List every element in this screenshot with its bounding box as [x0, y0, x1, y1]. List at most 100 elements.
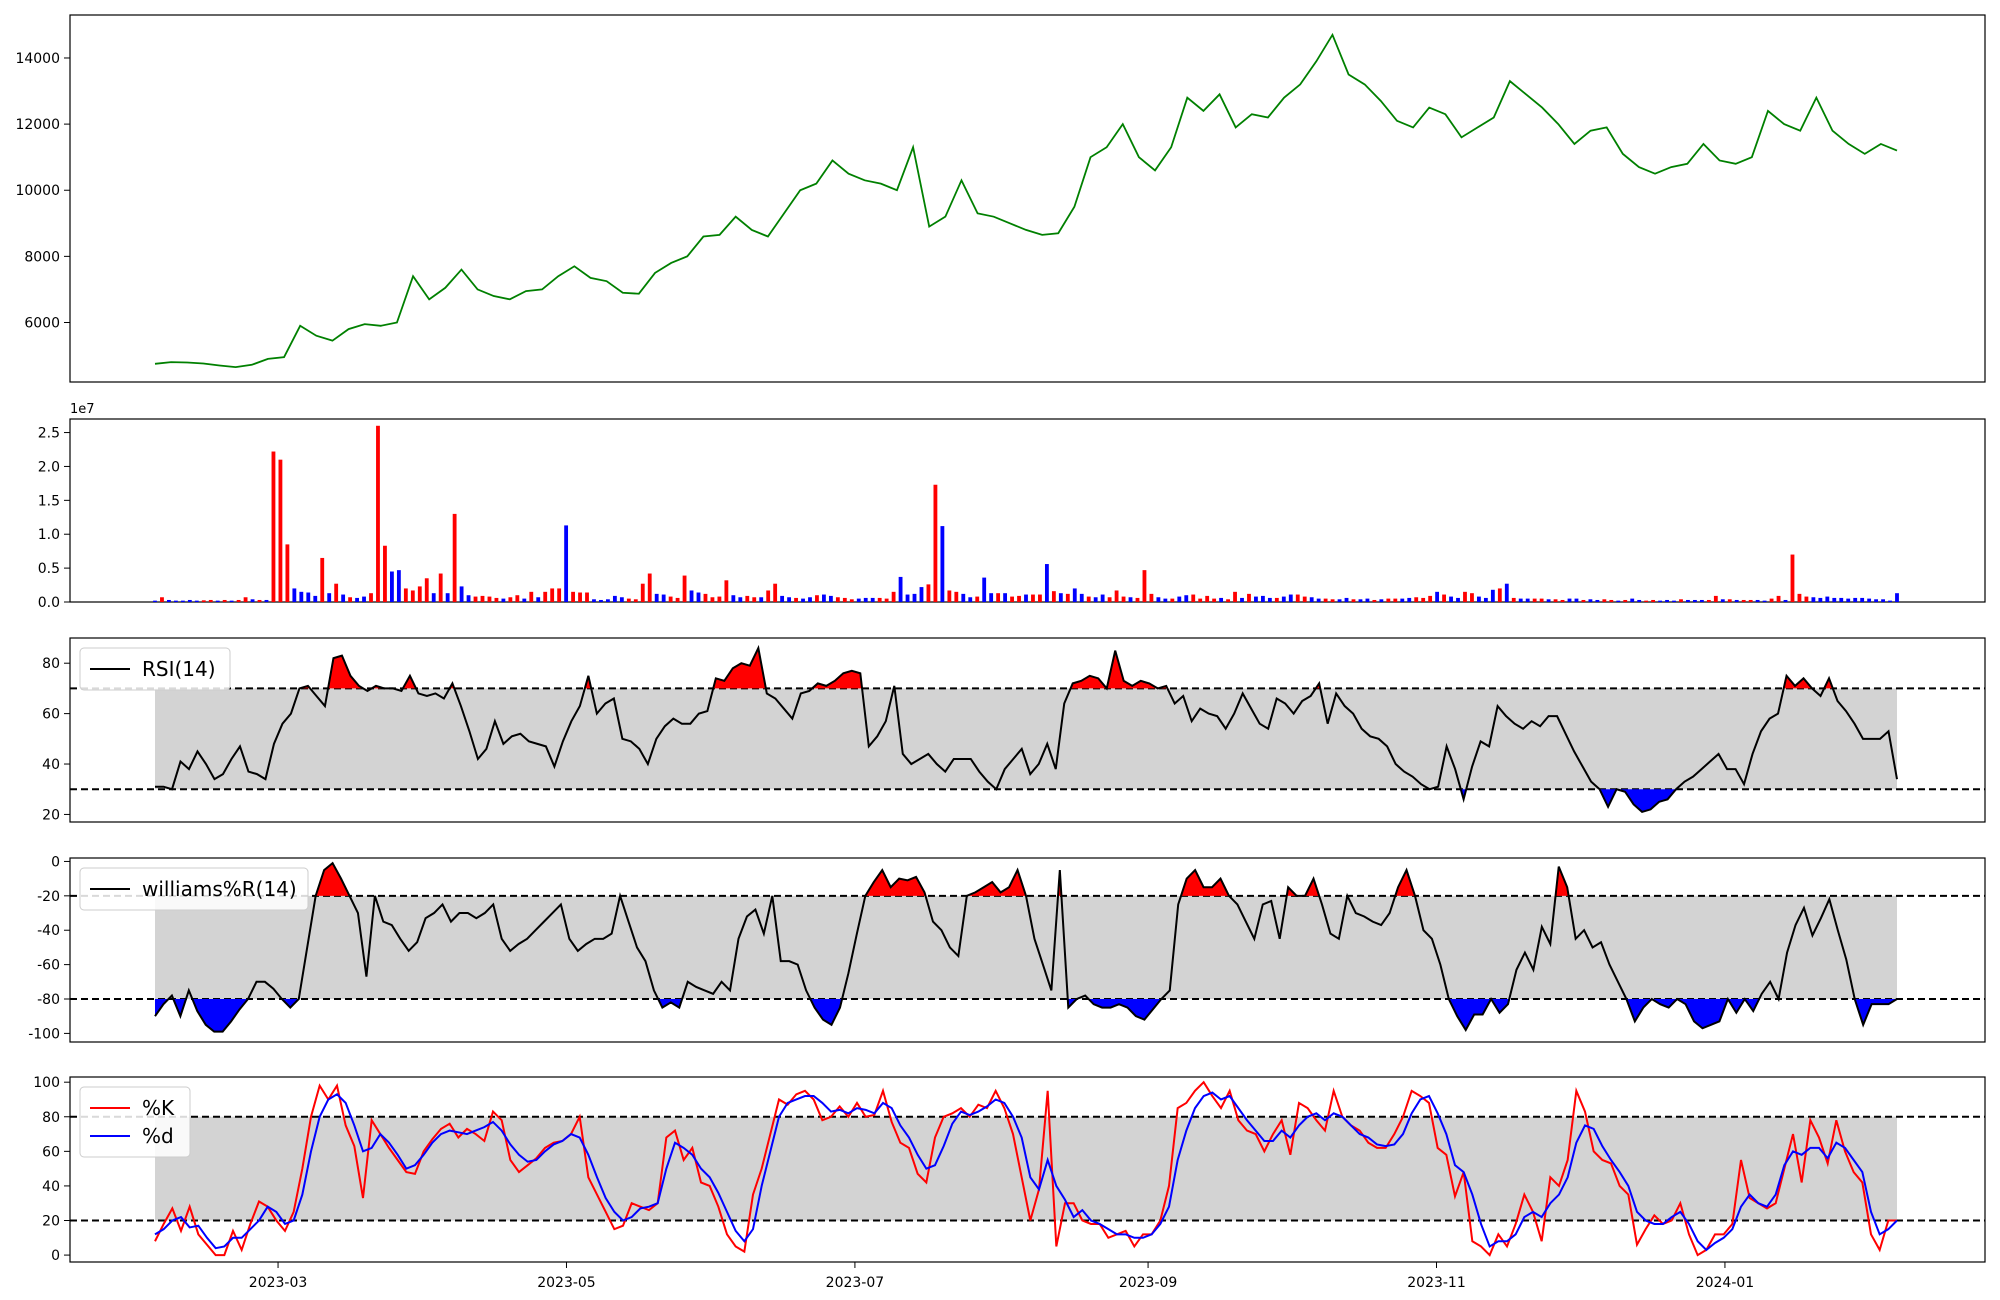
volume-bar	[1504, 583, 1509, 602]
axes-frame	[69, 418, 1986, 603]
rsi-line	[155, 644, 1898, 814]
volume-bar	[780, 595, 785, 602]
oversold-fill	[1491, 999, 1510, 1013]
volume-bar	[1734, 599, 1739, 602]
volume-bar	[1588, 599, 1593, 602]
volume-bar	[1518, 598, 1523, 602]
volume-bar	[403, 588, 408, 602]
volume-bar	[870, 597, 875, 602]
volume-bar	[410, 590, 415, 602]
volume-bar	[578, 592, 582, 602]
volume-bar	[856, 598, 861, 602]
volume-bar	[250, 599, 255, 602]
volume-bar	[745, 595, 750, 602]
volume-bar	[1644, 600, 1649, 602]
overbought-fill	[1106, 650, 1158, 689]
volume-bar	[1219, 597, 1224, 602]
oversold-fill	[1727, 999, 1745, 1013]
volume-bar	[863, 597, 868, 602]
volume-bar	[752, 597, 757, 602]
volume-bar	[431, 593, 436, 602]
volume-bar	[592, 599, 596, 602]
volume-bar	[1400, 598, 1405, 602]
volume-exponent-label: 1e7	[70, 402, 95, 417]
volume-bar	[682, 575, 687, 602]
volume-bar	[383, 545, 387, 602]
volume-bar	[933, 484, 938, 602]
volume-bar	[1079, 593, 1084, 602]
x-tick-label: 2023-11	[1407, 1275, 1466, 1291]
y-tick-label: 2.0	[38, 459, 60, 475]
volume-bar	[1261, 595, 1265, 602]
volume-bar	[160, 597, 164, 602]
overbought-fill	[1305, 878, 1320, 896]
volume-bar	[1051, 591, 1056, 602]
volume-bar	[1832, 597, 1837, 602]
volume-bar	[689, 590, 694, 602]
x-tick-label: 2023-03	[249, 1275, 308, 1291]
volume-bar	[654, 593, 659, 602]
oversold-fill	[1448, 999, 1492, 1030]
volume-bar	[1031, 594, 1035, 602]
volume-bar	[376, 425, 380, 602]
oversold-fill	[1744, 999, 1760, 1012]
volume-bar	[891, 591, 896, 602]
volume-bar	[585, 592, 589, 602]
volume-bar	[1205, 595, 1210, 602]
volume-bar	[1525, 598, 1530, 602]
y-tick-label: 40	[42, 1179, 60, 1195]
volume-bar	[1372, 599, 1377, 602]
volume-bar	[905, 594, 910, 602]
volume-bar	[1867, 598, 1872, 602]
volume-bar	[968, 597, 973, 602]
williams-r-line	[154, 861, 1898, 1033]
volume-bar	[257, 599, 262, 602]
volume-bar	[738, 597, 743, 602]
volume-bar	[229, 600, 234, 602]
volume-bar	[1086, 596, 1091, 602]
volume-bar	[1595, 599, 1600, 602]
volume-bar	[487, 596, 492, 602]
volume-bar	[1853, 597, 1858, 602]
y-tick-label: 6000	[24, 315, 60, 331]
volume-bar	[954, 591, 959, 602]
overbought-fill	[1783, 675, 1813, 689]
volume-bar	[619, 597, 624, 602]
y-tick-label: 10000	[15, 183, 60, 199]
volume-bar	[1553, 599, 1558, 602]
volume-bar	[1142, 570, 1147, 602]
volume-bar	[787, 597, 791, 602]
y-tick-label: 80	[42, 1110, 60, 1126]
y-tick-label: -80	[37, 992, 60, 1008]
y-tick-label: -20	[37, 889, 60, 905]
percent-k-line	[154, 1080, 1897, 1257]
volume-bar	[1212, 598, 1217, 602]
volume-bar	[1755, 599, 1760, 602]
volume-bar	[808, 597, 812, 602]
volume-bar	[1393, 598, 1398, 602]
y-tick-label: 40	[42, 757, 60, 773]
volume-bar	[1546, 599, 1551, 602]
volume-bar	[327, 593, 332, 602]
volume-bar	[1149, 593, 1154, 602]
volume-bar	[1511, 597, 1516, 602]
volume-bar	[292, 588, 297, 602]
volume-bar	[1288, 594, 1293, 602]
volume-bar	[480, 595, 485, 602]
volume-bar	[1776, 595, 1781, 602]
volume-bar	[1114, 590, 1119, 602]
volume-bar	[1156, 597, 1161, 602]
volume-bar	[320, 557, 325, 602]
volume-bar	[1323, 598, 1328, 602]
oversold-fill	[1616, 789, 1677, 812]
volume-bar	[1483, 597, 1488, 602]
volume-bar	[1616, 600, 1621, 602]
volume-bar	[1407, 597, 1412, 602]
volume-bar	[1449, 596, 1453, 602]
volume-bar	[473, 596, 478, 602]
volume-bar	[1672, 600, 1676, 602]
volume-bar	[766, 590, 771, 602]
volume-bar	[1693, 599, 1697, 602]
volume-bar	[1344, 597, 1349, 602]
volume-bar	[208, 599, 213, 602]
